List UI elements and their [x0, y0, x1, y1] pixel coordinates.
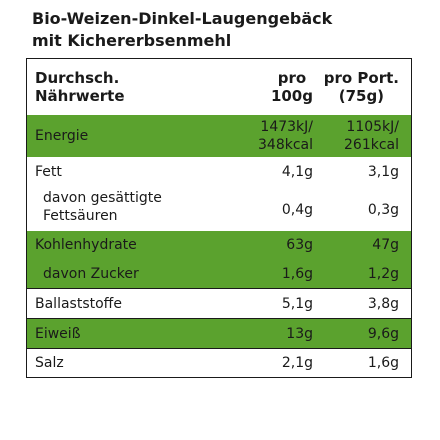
row-value-portion: 9,6g [367, 326, 399, 342]
row-value-100g: 63g [286, 237, 313, 253]
row-label: Fett [35, 164, 62, 180]
row-label: Ballaststoffe [35, 296, 122, 312]
row-value-100g: 1,6g [281, 266, 313, 282]
table-row-salt: Salz 2,1g 1,6g [27, 349, 411, 377]
row-value-portion: 1,6g [367, 355, 399, 371]
title-line-2: mit Kichererbsenmehl [32, 31, 232, 50]
table-header-row: Durchsch. Nährwerte pro 100g pro Port. (… [27, 59, 411, 115]
nutrition-table: Durchsch. Nährwerte pro 100g pro Port. (… [26, 58, 412, 378]
product-title: Bio-Weizen-Dinkel-Laugengebäck mit Kiche… [32, 8, 432, 52]
row-value-100g: 13g [286, 326, 313, 342]
table-row-carbohydrates: Kohlenhydrate 63g 47g [27, 231, 411, 259]
row-value-portion: 47g [372, 237, 399, 253]
row-value-100g: 1473kJ/ 348kcal [258, 119, 313, 153]
row-value-portion: 1105kJ/ 261kcal [344, 119, 399, 153]
row-label: Kohlenhydrate [35, 237, 137, 253]
row-value-portion: 3,8g [367, 296, 399, 312]
table-row-protein: Eiweiß 13g 9,6g [27, 319, 411, 349]
row-value-100g: 2,1g [281, 355, 313, 371]
table-row-energy: Energie 1473kJ/ 348kcal 1105kJ/ 261kcal [27, 115, 411, 157]
table-row-fiber: Ballaststoffe 5,1g 3,8g [27, 289, 411, 319]
row-value-100g: 5,1g [281, 296, 313, 312]
row-label: Energie [35, 128, 89, 144]
table-row-sugar: davon Zucker 1,6g 1,2g [27, 259, 411, 289]
header-col-per-100g: pro 100g [270, 69, 313, 105]
row-value-portion: 0,3g [367, 202, 399, 218]
row-label: davon Zucker [43, 266, 139, 282]
row-value-100g: 4,1g [281, 164, 313, 180]
header-col-per-portion: pro Port. (75g) [323, 69, 399, 105]
title-line-1: Bio-Weizen-Dinkel-Laugengebäck [32, 9, 333, 28]
row-label: Salz [35, 355, 64, 371]
row-value-portion: 1,2g [367, 266, 399, 282]
row-value-portion: 3,1g [367, 164, 399, 180]
row-value-100g: 0,4g [281, 202, 313, 218]
header-col-nutrients: Durchsch. Nährwerte [35, 69, 125, 105]
row-label: davon gesättigte Fettsäuren [43, 190, 162, 224]
table-row-fat: Fett 4,1g 3,1g [27, 157, 411, 187]
row-label: Eiweiß [35, 326, 81, 342]
table-row-saturated-fat: davon gesättigte Fettsäuren 0,4g 0,3g [27, 187, 411, 231]
